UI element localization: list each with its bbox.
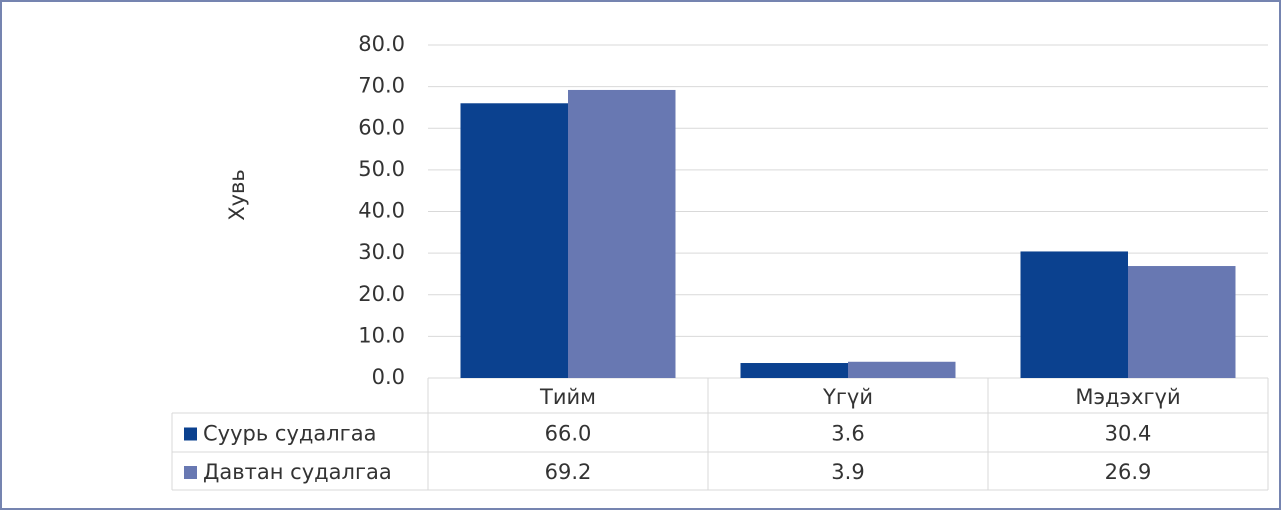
legend-swatch — [184, 466, 197, 479]
legend-swatch — [184, 427, 197, 441]
legend-label: Суурь судалгаа — [203, 422, 376, 446]
y-tick-label: 80.0 — [358, 32, 405, 56]
bar — [1128, 266, 1236, 378]
bar — [460, 103, 568, 379]
y-tick-label: 70.0 — [358, 74, 405, 98]
y-tick-label: 40.0 — [358, 199, 405, 223]
bar — [1020, 251, 1128, 378]
table-value: 69.2 — [545, 460, 592, 484]
y-tick-label: 50.0 — [358, 157, 405, 181]
table-value: 26.9 — [1105, 460, 1152, 484]
table-value: 66.0 — [545, 422, 592, 446]
table-value: 3.9 — [831, 460, 864, 484]
x-tick-label: Мэдэхгүй — [1075, 385, 1180, 409]
bar — [848, 361, 956, 378]
x-tick-label: Үгүй — [822, 385, 873, 409]
table-value: 3.6 — [831, 422, 864, 446]
y-tick-label: 30.0 — [358, 240, 405, 264]
y-tick-label: 0.0 — [372, 365, 405, 389]
bar — [568, 89, 676, 378]
bar — [740, 363, 848, 378]
legend-label: Давтан судалгаа — [203, 460, 392, 484]
y-axis-label: Хувь — [225, 169, 249, 221]
table-value: 30.4 — [1105, 422, 1152, 446]
y-tick-label: 20.0 — [358, 282, 405, 306]
y-tick-label: 10.0 — [358, 323, 405, 347]
y-tick-label: 60.0 — [358, 115, 405, 139]
x-tick-label: Тийм — [539, 385, 596, 409]
